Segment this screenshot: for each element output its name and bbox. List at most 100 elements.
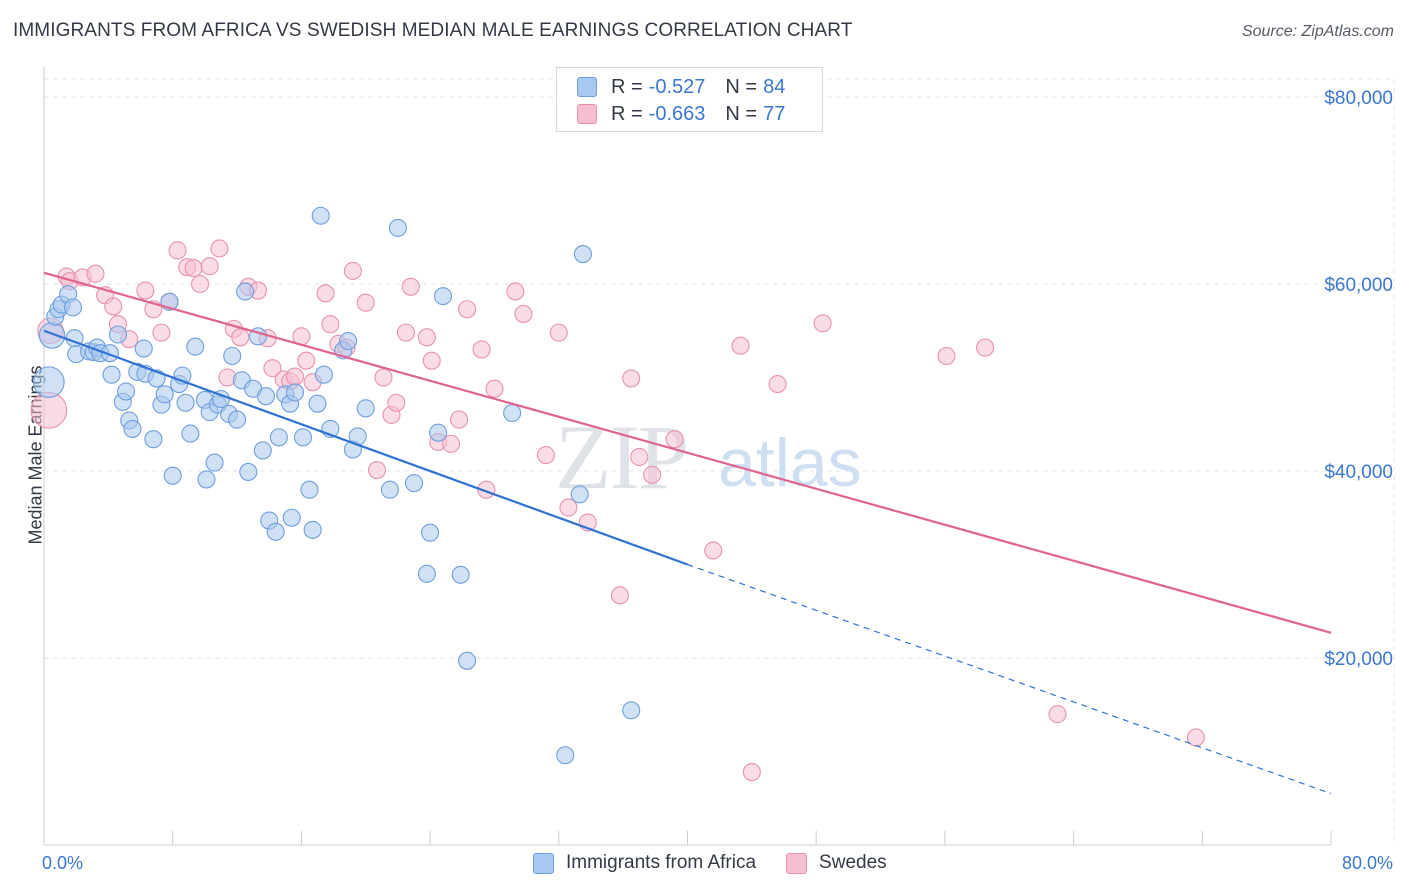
africa-point <box>239 462 258 481</box>
africa-point <box>421 523 440 542</box>
legend-row-africa: R = -0.527 N = 84 <box>577 75 785 99</box>
swedes-point <box>485 379 504 398</box>
africa-point <box>108 325 128 344</box>
swedes-point <box>316 284 335 303</box>
y-tick-label: $20,000 <box>1324 649 1393 670</box>
swedes-point <box>450 410 469 429</box>
africa-point <box>63 298 83 317</box>
swedes-point <box>396 323 416 342</box>
y-tick-label: $40,000 <box>1324 462 1393 483</box>
africa-point <box>300 480 319 499</box>
africa-point <box>256 387 276 406</box>
watermark-atlas: atlas <box>718 425 862 501</box>
legend-label-africa: Immigrants from Africa <box>566 852 757 873</box>
legend-swatch-blue <box>533 852 554 874</box>
legend-n-label: N = <box>725 75 758 98</box>
swedes-point <box>458 300 477 319</box>
swedes-point <box>285 367 305 386</box>
swedes-point <box>231 328 250 347</box>
africa-point <box>285 383 305 402</box>
swedes-point <box>422 351 441 370</box>
swedes-point <box>343 261 362 280</box>
swedes-point <box>168 241 187 260</box>
africa-point <box>429 423 448 442</box>
legend-item-swedes[interactable]: Swedes <box>786 852 887 874</box>
swedes-point <box>704 541 723 560</box>
legend-r-label: R = <box>611 75 643 98</box>
y-tick-label: $60,000 <box>1324 275 1393 296</box>
africa-point <box>451 565 470 584</box>
africa-point <box>433 287 453 306</box>
africa-point <box>570 485 589 504</box>
swedes-point <box>813 314 832 333</box>
swedes-point <box>297 351 316 370</box>
africa-point <box>176 393 195 412</box>
correlation-legend: R = -0.527 N = 84 R = -0.663 N = 77 <box>556 67 823 132</box>
legend-item-africa[interactable]: Immigrants from Africa <box>533 852 756 874</box>
africa-point <box>100 344 120 363</box>
africa-point <box>266 522 285 541</box>
africa-point <box>144 430 163 449</box>
legend-r-value: -0.663 <box>648 102 706 125</box>
swedes-point <box>630 447 649 467</box>
x-tick-label: 80.0% <box>1342 853 1393 873</box>
swedes-point <box>549 323 568 342</box>
swedes-point <box>472 340 491 359</box>
swedes-point <box>665 430 684 449</box>
swedes-point <box>536 446 555 465</box>
legend-swatch-blue <box>577 77 597 97</box>
swedes-point <box>184 259 203 278</box>
legend-n-label: N = <box>725 102 758 125</box>
africa-point <box>404 474 424 493</box>
swedes-point <box>374 368 393 387</box>
africa-point <box>116 382 136 401</box>
africa-point <box>197 470 216 489</box>
africa-point <box>32 366 65 399</box>
x-tick-label: 0.0% <box>42 853 83 873</box>
swedes-point <box>152 323 171 342</box>
series-legend: Immigrants from Africa Swedes <box>533 852 917 874</box>
swedes-point <box>86 264 105 283</box>
swedes-point <box>401 277 420 296</box>
africa-point <box>303 520 322 539</box>
swedes-point <box>104 297 123 316</box>
africa-point <box>556 746 575 765</box>
swedes-point <box>610 586 629 605</box>
swedes-point <box>190 274 210 294</box>
swedes-point <box>514 304 533 323</box>
swedes-point <box>441 434 461 453</box>
africa-trend-line <box>43 329 688 566</box>
swedes-point <box>742 763 761 782</box>
legend-n-value: 84 <box>763 75 786 98</box>
swedes-point <box>768 374 787 394</box>
africa-points <box>32 206 641 765</box>
chart-title: IMMIGRANTS FROM AFRICA VS SWEDISH MEDIAN… <box>13 20 853 41</box>
africa-point <box>339 331 358 351</box>
africa-point <box>380 480 399 499</box>
trend-lines <box>43 271 1332 795</box>
africa-point <box>228 410 247 429</box>
swedes-points <box>30 239 1205 782</box>
source-credit[interactable]: Source: ZipAtlas.com <box>1241 23 1394 40</box>
africa-point <box>458 651 477 670</box>
africa-point <box>181 424 200 443</box>
africa-point <box>356 399 375 418</box>
africa-point <box>155 385 174 404</box>
africa-point <box>269 428 288 447</box>
legend-label-swedes: Swedes <box>819 852 887 873</box>
swedes-point <box>622 369 641 388</box>
legend-swatch-pink <box>786 852 808 874</box>
y-tick-label: $80,000 <box>1324 88 1393 109</box>
swedes-point <box>200 257 219 276</box>
axes <box>43 67 1332 846</box>
africa-point <box>38 322 66 349</box>
africa-point <box>503 403 522 423</box>
legend-r-label: R = <box>611 102 643 125</box>
swedes-point <box>367 461 387 480</box>
swedes-point <box>506 282 525 301</box>
tick-labels: $20,000 $40,000 $60,000 $80,000 0.0% 80.0% <box>42 88 1393 873</box>
swedes-trend-line <box>43 271 1332 634</box>
watermark: ZIP atlas <box>555 406 862 508</box>
africa-point <box>622 701 641 720</box>
